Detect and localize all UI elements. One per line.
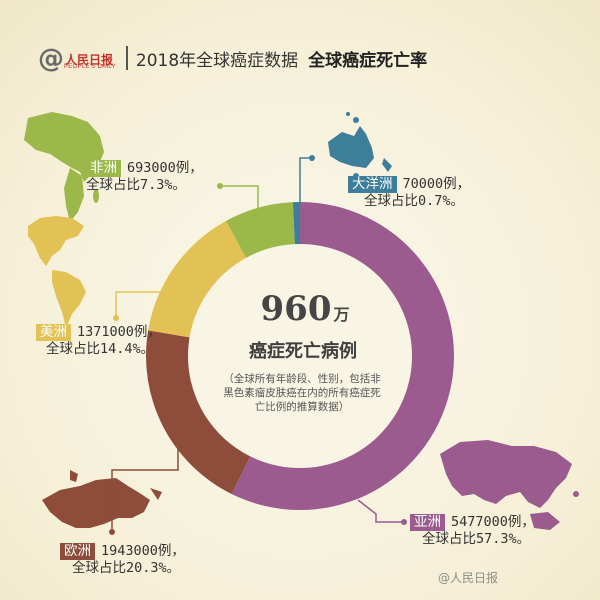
cases-oceania: 70000例， bbox=[402, 176, 471, 192]
leader-lines bbox=[111, 157, 404, 532]
cases-americas: 1371000例， bbox=[77, 324, 161, 340]
label-europe: 欧洲 1943000例， 全球占比20.3%。 bbox=[60, 543, 185, 577]
leader-line-americas bbox=[115, 262, 191, 318]
share-europe: 全球占比20.3%。 bbox=[72, 560, 181, 576]
donut-hole bbox=[188, 244, 412, 468]
share-oceania: 全球占比0.7%。 bbox=[364, 193, 465, 209]
total-unit: 万 bbox=[333, 305, 350, 324]
label-americas: 美洲 1371000例， 全球占比14.4%。 bbox=[36, 324, 161, 358]
page-subtitle: 全球癌症死亡率 bbox=[308, 50, 428, 71]
header-divider bbox=[125, 46, 128, 70]
region-tag-americas: 美洲 bbox=[36, 324, 71, 341]
cases-asia: 5477000例， bbox=[451, 514, 535, 530]
cases-africa: 693000例， bbox=[127, 160, 203, 176]
center-title: 癌症死亡病例 bbox=[249, 341, 357, 362]
share-asia: 全球占比57.3%。 bbox=[422, 531, 531, 547]
share-africa: 全球占比7.3%。 bbox=[86, 177, 187, 193]
leader-line-oceania bbox=[299, 157, 312, 204]
region-tag-europe: 欧洲 bbox=[60, 543, 95, 560]
logo-english-text: PEOPLE'S DAILY bbox=[64, 64, 116, 70]
region-tag-asia: 亚洲 bbox=[410, 514, 445, 531]
region-tag-oceania: 大洋洲 bbox=[348, 176, 397, 193]
asia-map-icon bbox=[440, 440, 579, 530]
center-note: （全球所有年龄段、性别，包括非黑色素瘤皮肤癌在内的所有癌症死亡比例的推算数据） bbox=[223, 373, 381, 413]
logo-text: 人民日报 bbox=[65, 52, 114, 67]
header: @ 人民日报 PEOPLE'S DAILY 2018年全球癌症数据 全球癌症死亡… bbox=[38, 40, 427, 76]
leader-line-europe bbox=[111, 448, 179, 532]
weibo-watermark: @人民日报 bbox=[438, 571, 499, 585]
total-deaths-number: 960 万 bbox=[240, 292, 370, 332]
label-africa: 非洲 693000例， 全球占比7.3%。 bbox=[86, 160, 203, 194]
cases-europe: 1943000例， bbox=[101, 543, 185, 559]
share-americas: 全球占比14.4%。 bbox=[46, 341, 155, 357]
leader-line-africa bbox=[220, 185, 259, 212]
americas-map-icon bbox=[28, 216, 86, 328]
label-asia: 亚洲 5477000例， 全球占比57.3%。 bbox=[410, 514, 535, 548]
europe-map-icon bbox=[42, 470, 162, 528]
peoples-daily-logo: @ 人民日报 PEOPLE'S DAILY bbox=[38, 44, 116, 74]
label-oceania: 大洋洲 70000例， 全球占比0.7%。 bbox=[348, 176, 470, 210]
logo-at-icon: @ bbox=[38, 44, 64, 74]
leader-dots bbox=[109, 155, 407, 535]
africa-map-icon bbox=[24, 112, 104, 222]
leader-line-asia bbox=[357, 499, 404, 523]
total-number: 960 bbox=[260, 289, 332, 329]
oceania-map-icon bbox=[328, 112, 392, 179]
region-tag-africa: 非洲 bbox=[86, 160, 121, 177]
page-title: 2018年全球癌症数据 bbox=[135, 50, 299, 71]
